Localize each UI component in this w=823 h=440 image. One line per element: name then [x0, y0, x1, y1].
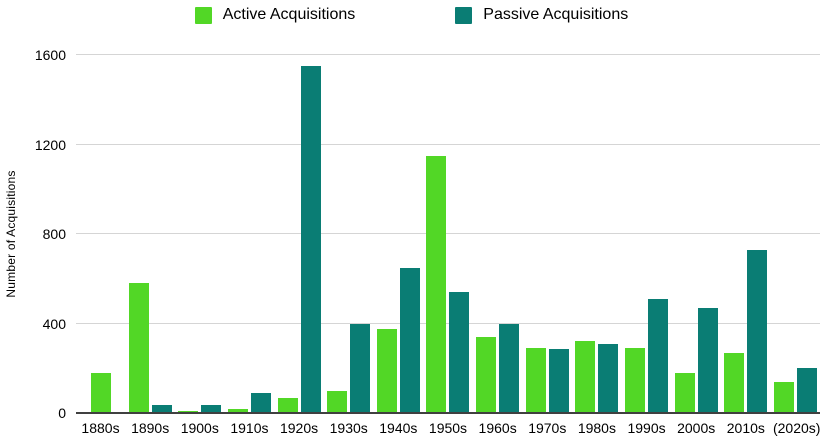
- chart-legend: Active Acquisitions Passive Acquisitions: [0, 6, 823, 24]
- passive-bar-2000s: [697, 307, 718, 413]
- bar-group-1920s: [277, 55, 322, 413]
- legend-item-passive: Passive Acquisitions: [455, 6, 628, 24]
- x-tick-label-1960s: 1960s: [478, 420, 517, 436]
- x-tick-label-1950s: 1950s: [428, 420, 468, 436]
- x-tick-label-1970s: 1970s: [528, 420, 567, 436]
- x-tick-label-1880s: 1880s: [81, 420, 120, 436]
- passive-bar-1970s: [548, 349, 569, 413]
- active-bar-1970s: [525, 348, 546, 413]
- x-tick-label-1890s: 1890s: [131, 420, 170, 436]
- active-bar-1960s: [476, 336, 497, 413]
- bar-group-1930s: [326, 55, 371, 413]
- gridline-1200: [76, 143, 820, 145]
- y-tick-label-400: 400: [42, 315, 66, 332]
- bar-group-1940s: [376, 55, 421, 413]
- passive-bar-1900s: [201, 405, 222, 413]
- x-tick-label-1920s: 1920s: [279, 420, 319, 436]
- passive-bar-1920s: [300, 66, 321, 413]
- active-bar-2000s: [674, 372, 695, 413]
- x-tick-label-(2020s): (2020s): [772, 420, 821, 436]
- bar-group-2000s: [674, 55, 719, 413]
- legend-label-passive: Passive Acquisitions: [483, 6, 629, 23]
- x-tick-label-1980s: 1980s: [577, 420, 616, 436]
- passive-bar-1910s: [250, 392, 271, 413]
- active-bar-1920s: [277, 398, 298, 413]
- y-tick-label-1200: 1200: [34, 136, 66, 153]
- y-axis-title: Number of Acquisitions: [4, 170, 18, 298]
- bar-group-1980s: [574, 55, 619, 413]
- passive-swatch-icon: [455, 6, 473, 24]
- gridline-1600: [76, 54, 820, 55]
- bar-group-(2020s): [773, 55, 818, 413]
- legend-item-active: Active Acquisitions: [194, 6, 356, 24]
- active-bar-1900s: [178, 410, 199, 413]
- bar-group-1960s: [475, 55, 520, 413]
- bar-group-1950s: [425, 55, 470, 413]
- passive-bar-1940s: [399, 267, 420, 413]
- passive-bar-1960s: [499, 323, 520, 413]
- y-tick-label-1600: 1600: [34, 47, 66, 63]
- passive-bar-1890s: [151, 405, 172, 413]
- passive-bar-1950s: [449, 292, 470, 413]
- passive-bar-2010s: [747, 249, 768, 413]
- bar-group-1990s: [624, 55, 669, 413]
- bars-area: [76, 55, 820, 413]
- passive-bar-1990s: [648, 298, 669, 413]
- gridline-800: [76, 233, 820, 234]
- active-bar-1930s: [327, 390, 348, 413]
- bar-group-1970s: [525, 55, 570, 413]
- passive-bar-(2020s): [796, 368, 817, 413]
- x-axis-line: [76, 412, 820, 414]
- plot-area: 0 400 800 1200 1600 1880s 1890s 1900s 1910s 1920…: [35, 47, 821, 436]
- passive-bar-1930s: [350, 323, 371, 413]
- x-tick-labels: 1880s 1890s 1900s 1910s 1920s 1930s 1940s 1950s…: [76, 420, 820, 436]
- y-tick-label-800: 800: [42, 226, 66, 242]
- bar-group-1900s: [177, 55, 222, 413]
- x-tick-label-2000s: 2000s: [677, 420, 716, 436]
- x-tick-label-1940s: 1940s: [379, 420, 418, 436]
- x-tick-label-1990s: 1990s: [627, 420, 666, 436]
- active-bar-1940s: [376, 329, 397, 413]
- active-swatch-icon: [194, 6, 212, 24]
- legend-label-active: Active Acquisitions: [222, 6, 356, 23]
- active-bar-1980s: [575, 341, 596, 413]
- passive-bar-1980s: [598, 343, 619, 413]
- active-bar-2010s: [724, 352, 745, 413]
- y-tick-label-0: 0: [58, 405, 66, 421]
- active-bar-1950s: [426, 155, 447, 413]
- active-bar-1890s: [128, 283, 149, 413]
- active-bar-(2020s): [773, 381, 794, 413]
- gridline-400: [76, 322, 820, 324]
- active-bar-1990s: [625, 348, 646, 413]
- x-tick-label-1900s: 1900s: [180, 420, 219, 436]
- bar-group-1880s: [78, 55, 123, 413]
- active-bar-1910s: [227, 408, 248, 413]
- bar-group-1910s: [227, 55, 272, 413]
- x-tick-label-2010s: 2010s: [726, 420, 765, 436]
- bar-group-2010s: [723, 55, 768, 413]
- active-bar-1880s: [90, 372, 111, 413]
- x-tick-label-1910s: 1910s: [230, 420, 269, 436]
- bar-group-1890s: [128, 55, 173, 413]
- x-tick-label-1930s: 1930s: [329, 420, 368, 436]
